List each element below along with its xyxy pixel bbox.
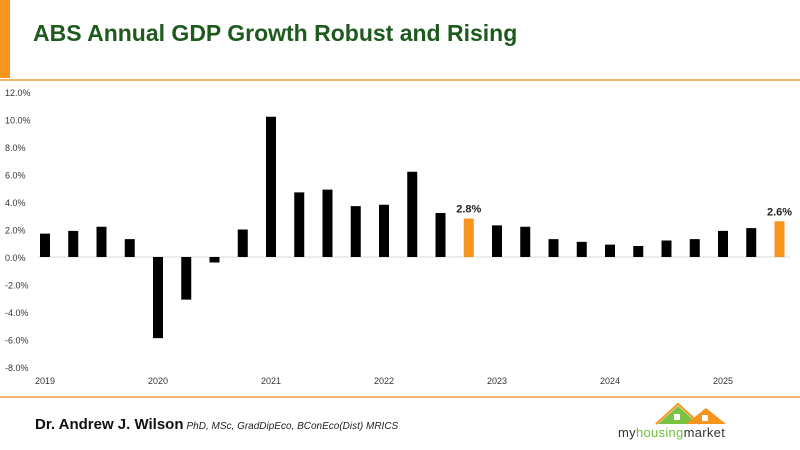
bar	[435, 213, 446, 257]
logo-text: myhousingmarket	[618, 425, 725, 440]
bar	[40, 233, 50, 257]
bar	[96, 226, 107, 257]
x-tick-label: 2021	[261, 376, 281, 386]
x-tick-label: 2019	[35, 376, 55, 386]
y-tick-label: 8.0%	[5, 143, 26, 153]
y-tick-label: -2.0%	[5, 281, 29, 291]
house-logo-icon	[655, 402, 726, 425]
x-tick-label: 2023	[487, 376, 507, 386]
x-tick-label: 2025	[713, 376, 733, 386]
bar	[520, 226, 531, 257]
bar	[379, 204, 389, 257]
author-credentials: PhD, MSc, GradDipEco, BConEco(Dist) MRIC…	[186, 421, 399, 432]
bar	[661, 240, 672, 257]
bar	[124, 239, 135, 257]
bar	[68, 230, 79, 257]
x-tick-label: 2020	[148, 376, 168, 386]
myhousingmarket-logo: myhousingmarket	[618, 402, 768, 442]
bar	[181, 257, 192, 300]
bar	[407, 171, 418, 257]
bar	[492, 225, 502, 257]
y-tick-label: 2.0%	[5, 226, 26, 236]
x-tick-label: 2024	[600, 376, 620, 386]
bar	[576, 241, 587, 257]
y-tick-label: 6.0%	[5, 171, 26, 181]
bar	[746, 228, 757, 257]
bar	[209, 257, 220, 263]
y-tick-label: 0.0%	[5, 253, 26, 263]
author-name: Dr. Andrew J. Wilson PhD, MSc, GradDipEco…	[35, 416, 398, 433]
logo-text-housing: housing	[635, 425, 684, 440]
page-title: ABS Annual GDP Growth Robust and Rising	[33, 20, 518, 46]
data-label: 2.6%	[767, 206, 792, 218]
y-tick-label: 12.0%	[5, 88, 31, 98]
highlighted-bar	[774, 221, 785, 257]
bar	[237, 229, 248, 257]
bar	[605, 244, 615, 257]
bar	[548, 239, 559, 257]
divider-bottom	[0, 396, 800, 398]
accent-bar	[0, 0, 10, 78]
bar	[633, 246, 644, 257]
divider-top	[0, 79, 800, 81]
bar	[153, 257, 163, 339]
data-label: 2.8%	[456, 204, 481, 216]
bar	[689, 239, 700, 257]
y-tick-label: 10.0%	[5, 116, 31, 126]
y-tick-label: -8.0%	[5, 363, 29, 373]
bar	[718, 230, 728, 257]
x-tick-label: 2022	[374, 376, 394, 386]
y-tick-label: -6.0%	[5, 336, 29, 346]
bar	[350, 206, 361, 257]
y-tick-label: 4.0%	[5, 198, 26, 208]
y-tick-label: -4.0%	[5, 308, 29, 318]
logo-text-my: my	[618, 425, 636, 440]
bar	[322, 189, 333, 257]
bar	[294, 192, 305, 257]
highlighted-bar	[463, 218, 474, 257]
gdp-bar-chart: 12.0% 10.0% 8.0% 6.0% 4.0% 2.0% 0.0% -2.0% -4.0%…	[5, 88, 792, 386]
author-name-text: Dr. Andrew J. Wilson	[35, 416, 184, 433]
logo-text-market: market	[683, 425, 726, 440]
bar	[266, 116, 276, 257]
